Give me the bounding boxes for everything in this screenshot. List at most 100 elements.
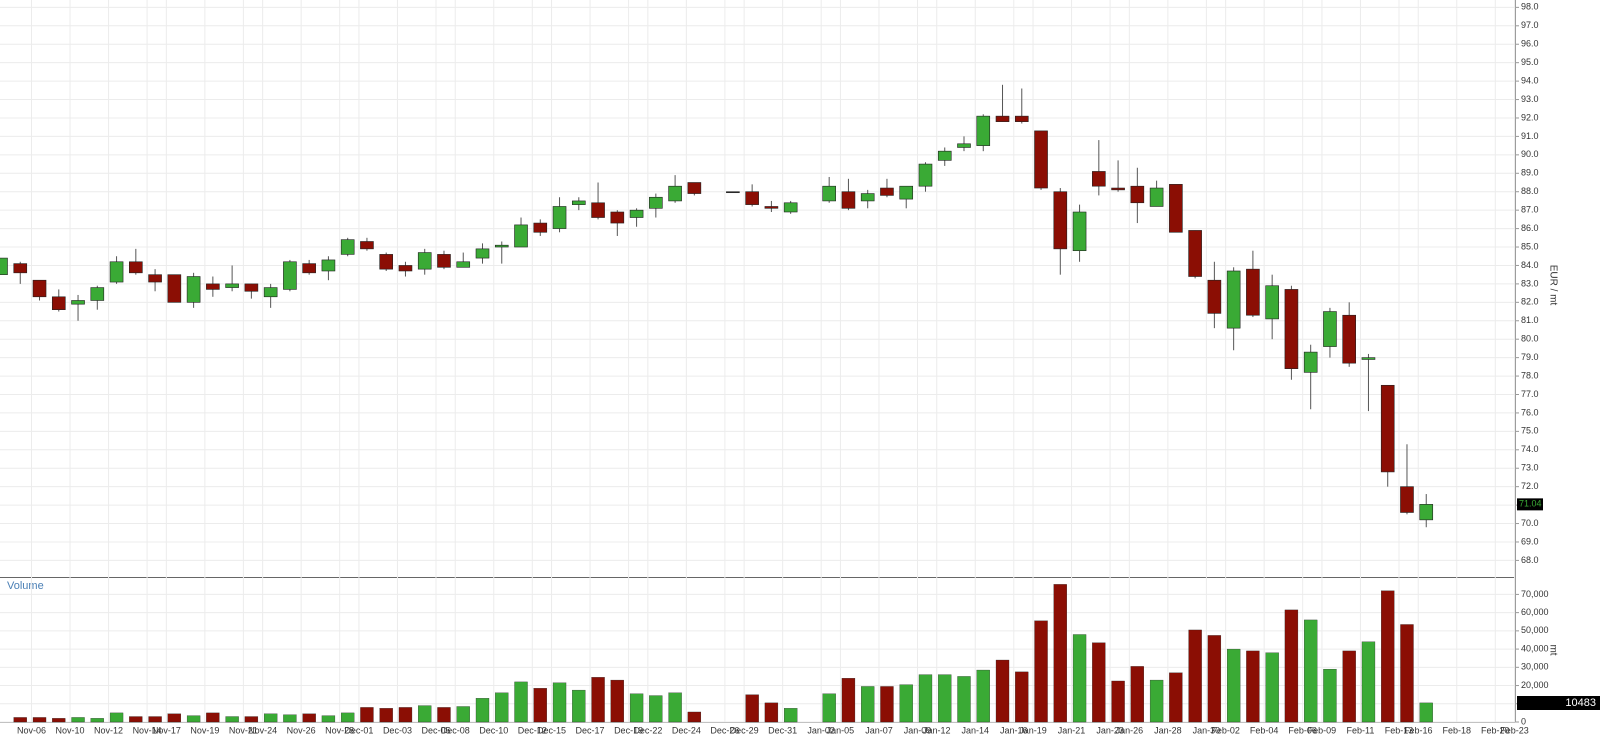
candle-body xyxy=(1342,314,1356,364)
volume-bar xyxy=(1381,590,1395,723)
volume-bar xyxy=(995,659,1010,723)
x-tick-label: Nov-19 xyxy=(190,725,219,735)
last-volume-box xyxy=(1517,696,1600,710)
y-tick-label: 98.0 xyxy=(1521,2,1539,12)
candle-body xyxy=(494,244,509,248)
candle-body xyxy=(899,185,914,200)
candle-body xyxy=(1149,187,1164,207)
candle-body xyxy=(1303,351,1318,373)
candle-body xyxy=(186,276,201,303)
volume-bar xyxy=(398,707,413,723)
candle-body xyxy=(456,261,471,268)
x-tick-label: Nov-12 xyxy=(94,725,123,735)
volume-bar xyxy=(1361,641,1376,723)
x-tick-label: Jan-28 xyxy=(1154,725,1182,735)
candle-body xyxy=(860,193,875,202)
y2-axis-label: mt xyxy=(1547,644,1558,655)
candle-body xyxy=(552,206,567,229)
volume-bar xyxy=(129,716,143,723)
x-tick-label: Nov-28 xyxy=(325,725,354,735)
candle-body xyxy=(841,191,856,209)
x-tick-label: Jan-09 xyxy=(904,725,932,735)
volume-bar xyxy=(148,716,162,723)
y-tick-label: 87.0 xyxy=(1521,205,1539,215)
candle-body xyxy=(1380,384,1395,473)
x-tick-label: Jan-12 xyxy=(923,725,951,735)
volume-bar xyxy=(379,708,393,723)
x-tick-label: Jan-05 xyxy=(827,725,855,735)
volume-bar xyxy=(1207,635,1222,723)
volume-bar xyxy=(167,713,181,723)
x-tick-label: Dec-19 xyxy=(614,725,643,735)
volume-bar xyxy=(880,686,894,723)
candle-body xyxy=(1188,230,1202,277)
volume-bar xyxy=(475,698,490,723)
y-tick-label: 78.0 xyxy=(1521,370,1539,380)
y-tick-label: 73.0 xyxy=(1521,463,1539,473)
candle-body xyxy=(1111,187,1125,191)
x-tick-label: Jan-02 xyxy=(807,725,835,735)
y2-tick-label: 50,000 xyxy=(1521,625,1549,635)
y-tick-label: 70.0 xyxy=(1521,518,1539,528)
candle-body xyxy=(379,254,394,270)
x-tick-label: Jan-21 xyxy=(1058,725,1086,735)
y-tick-label: 80.0 xyxy=(1521,334,1539,344)
volume-bar xyxy=(668,692,682,723)
volume-bar xyxy=(841,678,856,723)
x-tick-label: Dec-15 xyxy=(537,725,566,735)
x-tick-label: Dec-22 xyxy=(633,725,662,735)
x-tick-label: Jan-26 xyxy=(1116,725,1144,735)
candle-body xyxy=(263,287,278,298)
candle-body xyxy=(937,150,952,161)
x-tick-label: Dec-12 xyxy=(518,725,547,735)
volume-bar xyxy=(32,717,47,723)
y-tick-label: 89.0 xyxy=(1521,168,1539,178)
candle-body xyxy=(783,202,798,213)
x-tick-label: Nov-14 xyxy=(133,725,162,735)
candle-body xyxy=(71,300,85,305)
candle-body xyxy=(687,182,702,194)
volume-bar xyxy=(206,712,220,723)
candle-body xyxy=(1361,357,1376,360)
volume-bar xyxy=(495,692,509,723)
volume-bar xyxy=(1342,650,1356,723)
volume-bar xyxy=(591,677,605,723)
y-tick-label: 77.0 xyxy=(1521,389,1539,399)
x-tick-label: Dec-01 xyxy=(344,725,373,735)
volume-bar xyxy=(1226,648,1241,723)
candle-body xyxy=(1072,211,1087,252)
volume-bar xyxy=(1284,609,1299,723)
candle-body xyxy=(764,206,779,209)
volume-bar xyxy=(1130,666,1144,723)
volume-bar xyxy=(1072,634,1087,723)
volume-bar xyxy=(784,708,798,723)
volume-bar xyxy=(437,707,451,723)
x-tick-label: Dec-05 xyxy=(421,725,450,735)
volume-bar xyxy=(1092,642,1106,723)
x-tick-label: Feb-02 xyxy=(1211,725,1240,735)
volume-bar xyxy=(1246,650,1260,723)
y-tick-label: 96.0 xyxy=(1521,39,1539,49)
y-tick-label: 83.0 xyxy=(1521,278,1539,288)
candle-body xyxy=(1284,289,1299,369)
y-tick-label: 93.0 xyxy=(1521,94,1539,104)
candle-body xyxy=(726,191,740,194)
candle-body xyxy=(13,263,28,274)
volume-bar xyxy=(1323,668,1337,723)
y-tick-label: 69.0 xyxy=(1521,536,1539,546)
x-tick-label: Dec-26 xyxy=(710,725,739,735)
x-tick-label: Feb-11 xyxy=(1347,725,1375,735)
candle-body xyxy=(1092,171,1106,187)
candle-body xyxy=(321,259,336,272)
x-tick-label: Jan-19 xyxy=(1019,725,1047,735)
volume-bar xyxy=(976,669,990,723)
y-tick-label: 75.0 xyxy=(1521,426,1539,436)
y-tick-label: 76.0 xyxy=(1521,407,1539,417)
candle-body xyxy=(32,279,47,298)
volume-bar xyxy=(514,681,528,723)
x-tick-label: Dec-31 xyxy=(768,725,797,735)
last-price-label: 71.04 xyxy=(1519,499,1542,509)
candle-body xyxy=(957,143,971,148)
candle-body xyxy=(206,283,220,290)
